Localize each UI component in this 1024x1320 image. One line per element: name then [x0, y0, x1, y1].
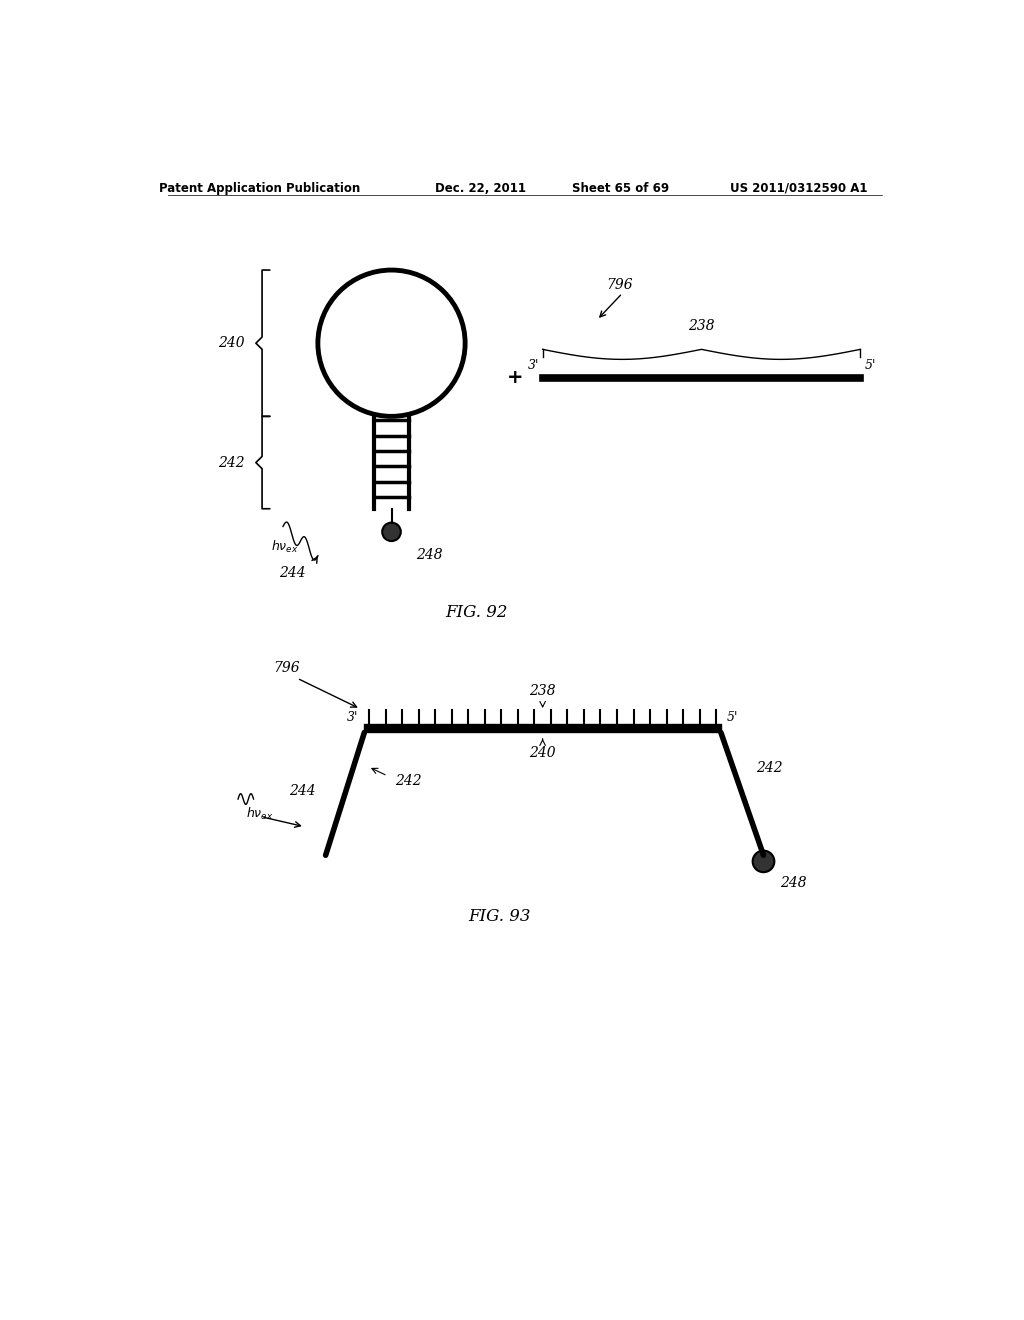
- Text: US 2011/0312590 A1: US 2011/0312590 A1: [730, 182, 867, 194]
- Text: FIG. 92: FIG. 92: [445, 605, 508, 622]
- Text: 244: 244: [289, 784, 315, 799]
- Text: $h\nu_{ex}$: $h\nu_{ex}$: [246, 807, 273, 822]
- Text: 242: 242: [756, 762, 782, 775]
- Text: 5': 5': [864, 359, 876, 372]
- Text: Sheet 65 of 69: Sheet 65 of 69: [571, 182, 669, 194]
- Text: FIG. 93: FIG. 93: [469, 908, 531, 925]
- Text: 242: 242: [395, 774, 422, 788]
- Text: Patent Application Publication: Patent Application Publication: [159, 182, 360, 194]
- Text: +: +: [507, 368, 523, 387]
- Text: 244: 244: [280, 566, 306, 579]
- Text: 248: 248: [417, 548, 443, 562]
- Circle shape: [382, 523, 400, 541]
- Text: 5': 5': [727, 710, 738, 723]
- Text: 238: 238: [688, 319, 715, 333]
- Circle shape: [753, 850, 774, 873]
- Text: Dec. 22, 2011: Dec. 22, 2011: [435, 182, 526, 194]
- Text: 242: 242: [218, 455, 245, 470]
- Text: 796: 796: [607, 279, 634, 293]
- Text: 238: 238: [529, 684, 556, 698]
- Text: 248: 248: [780, 876, 807, 890]
- Text: 3': 3': [347, 710, 358, 723]
- Text: $h\nu_{ex}$: $h\nu_{ex}$: [271, 539, 299, 556]
- Text: 240: 240: [529, 746, 556, 760]
- Text: 796: 796: [273, 661, 300, 675]
- Text: 240: 240: [218, 337, 245, 350]
- Text: 3': 3': [527, 359, 539, 372]
